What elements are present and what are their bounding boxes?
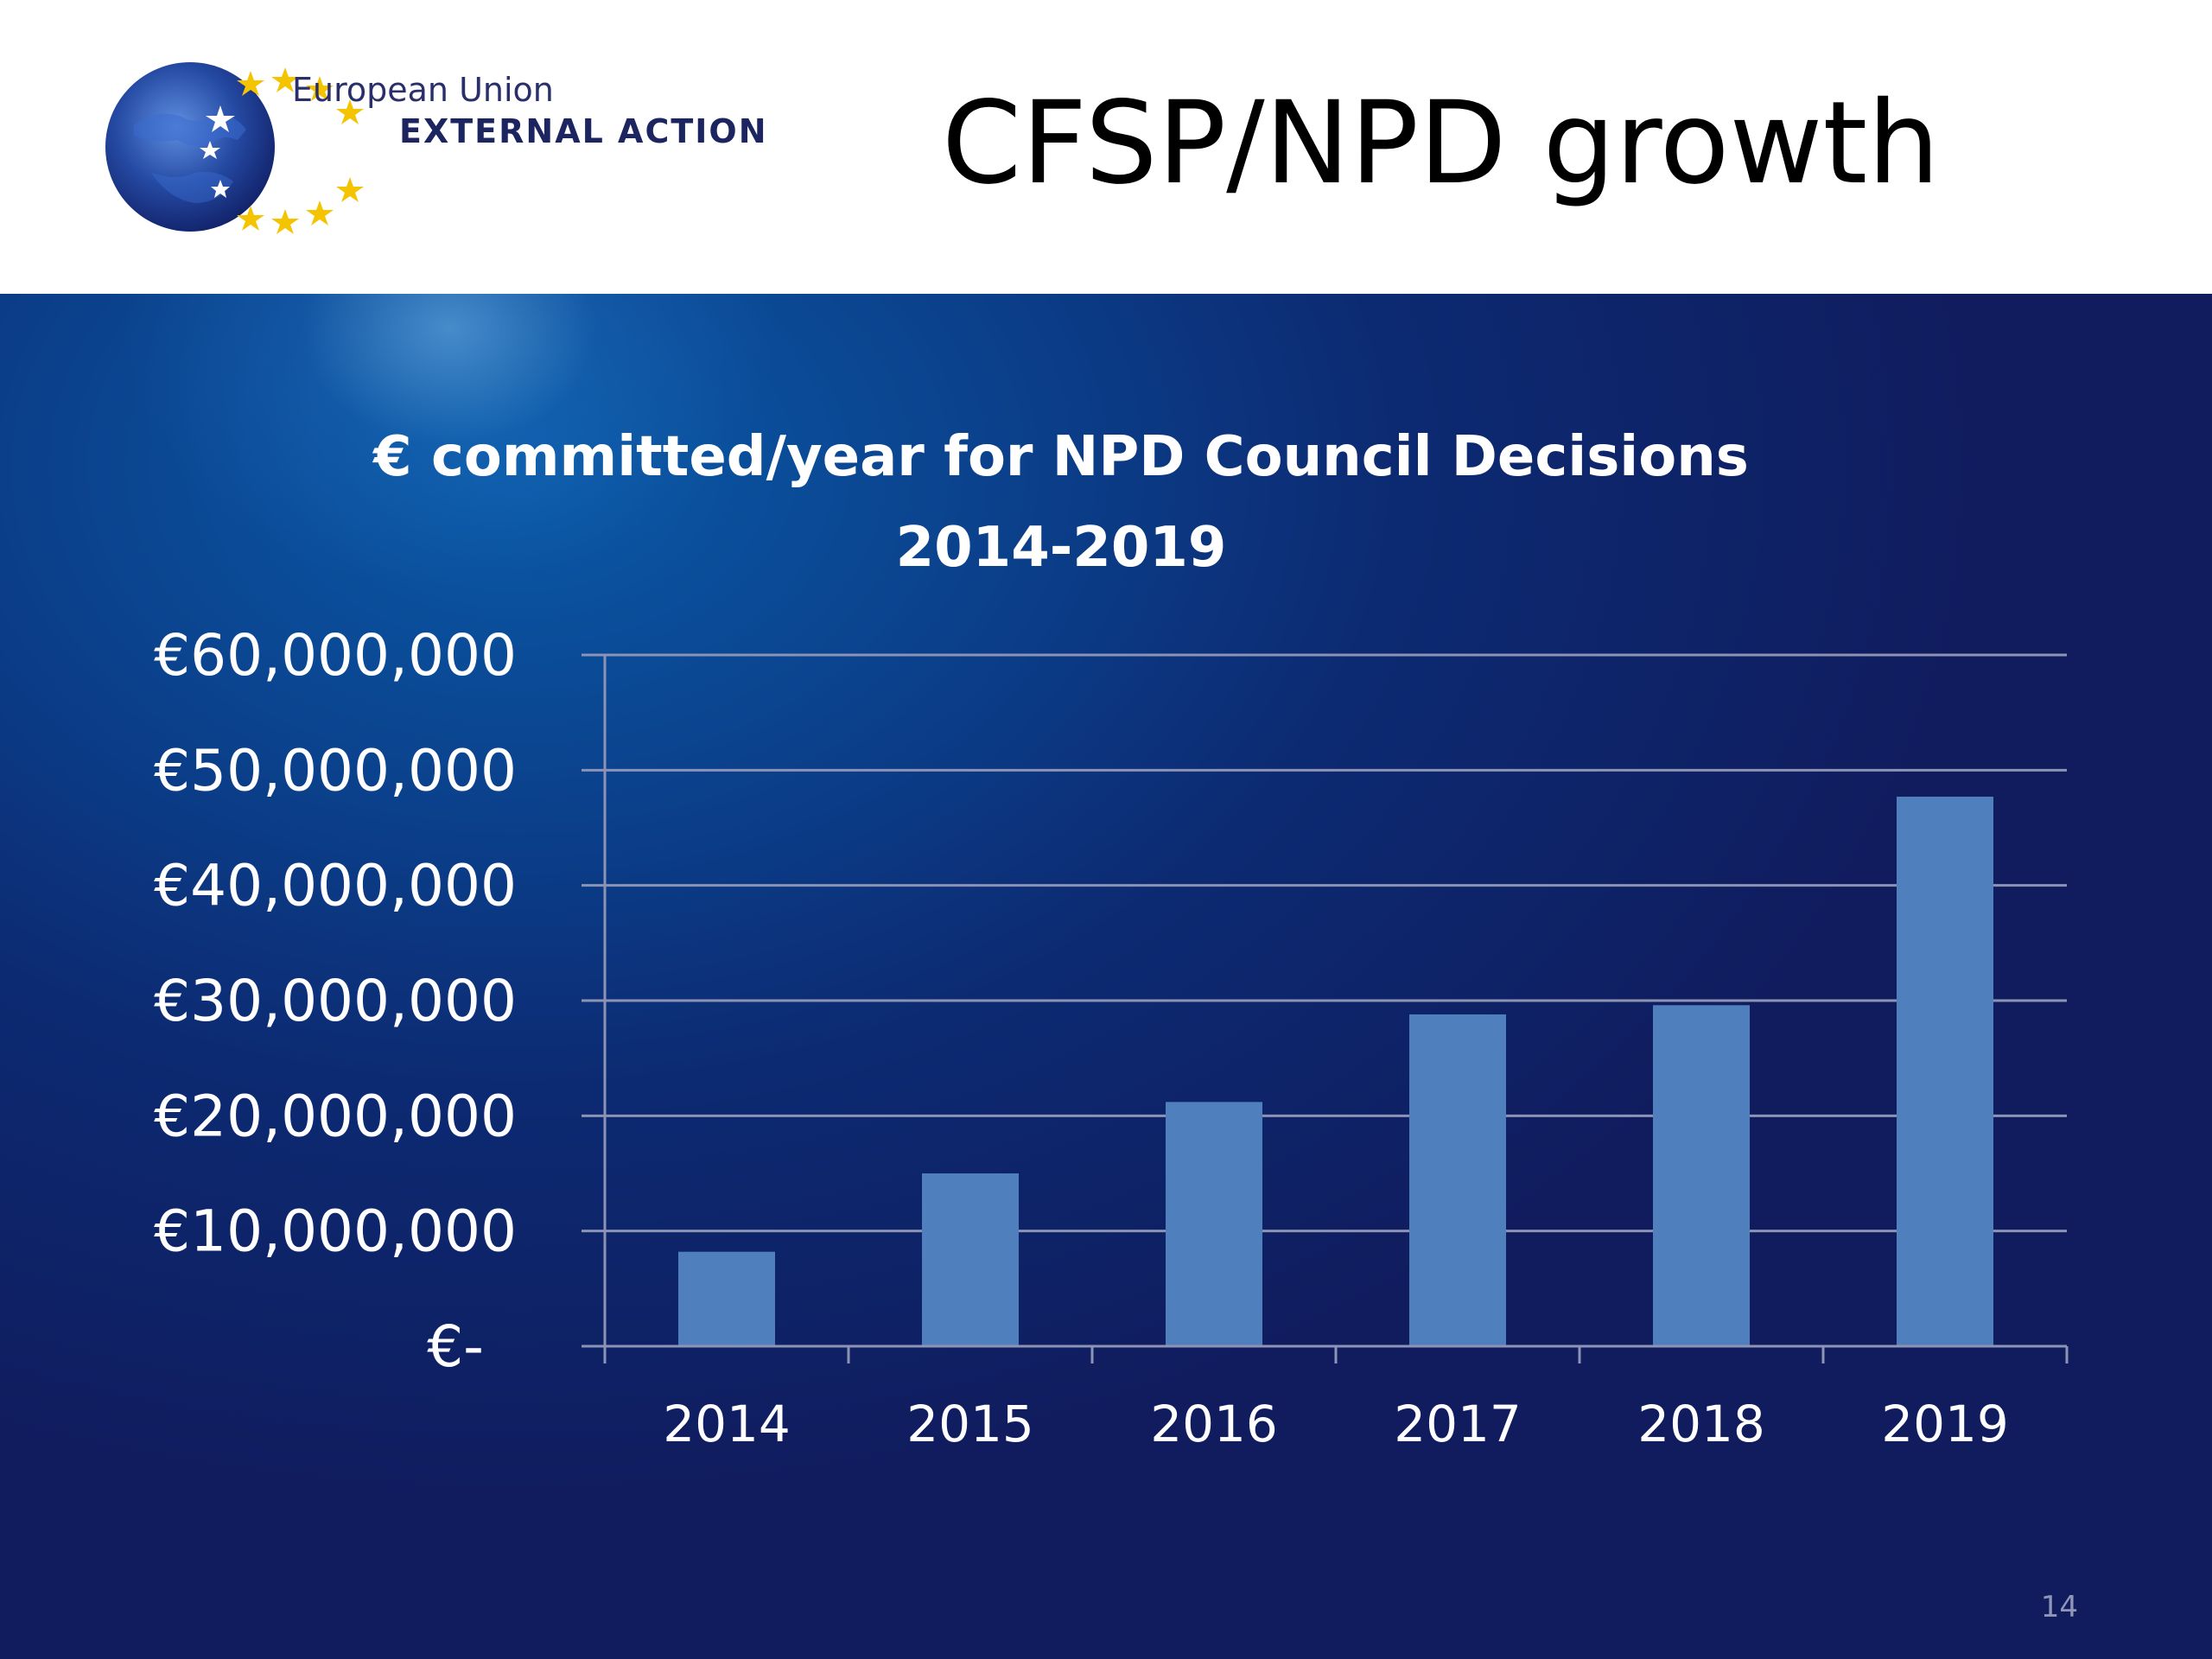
logo-line-external-action: EXTERNAL ACTION xyxy=(399,112,768,150)
y-tick-label: €- xyxy=(427,1313,484,1380)
slide-header: European Union EXTERNAL ACTION CFSP/NPD … xyxy=(0,0,2212,294)
bar-2018 xyxy=(1653,1005,1750,1346)
bar-2014 xyxy=(678,1251,775,1346)
bar-2015 xyxy=(922,1173,1019,1346)
bars xyxy=(678,797,1993,1346)
bar-chart: € committed/year for NPD Council Decisio… xyxy=(154,425,2069,1453)
bar-2019 xyxy=(1897,797,1993,1346)
eu-stars xyxy=(237,67,364,234)
x-tick-label: 2015 xyxy=(906,1395,1034,1453)
y-tick-label: €50,000,000 xyxy=(154,737,517,804)
axes xyxy=(582,655,2069,1363)
x-tick-label: 2019 xyxy=(1881,1395,2009,1453)
x-tick-labels: 2014 2015 2016 2017 2018 2019 xyxy=(663,1395,2009,1453)
y-tick-label: €40,000,000 xyxy=(154,853,517,919)
y-tick-label: €10,000,000 xyxy=(154,1198,517,1265)
x-tick-label: 2017 xyxy=(1394,1395,1522,1453)
x-tick-label: 2014 xyxy=(663,1395,791,1453)
x-tick-label: 2018 xyxy=(1637,1395,1765,1453)
globe-icon xyxy=(105,62,275,232)
y-tick-label: €20,000,000 xyxy=(154,1083,517,1149)
logo-line-european-union: European Union xyxy=(292,71,554,109)
chart-title-line-2: 2014-2019 xyxy=(896,516,1227,580)
eu-external-action-logo xyxy=(105,62,364,234)
y-tick-label: €30,000,000 xyxy=(154,968,517,1034)
gridlines xyxy=(582,653,2067,1233)
bar-2017 xyxy=(1409,1014,1506,1346)
bar-2016 xyxy=(1166,1102,1262,1346)
slide-body: € committed/year for NPD Council Decisio… xyxy=(0,294,2212,1659)
globe-stars xyxy=(200,105,235,198)
y-tick-label: €60,000,000 xyxy=(154,622,517,689)
page-title: CFSP/NPD growth xyxy=(942,77,1940,210)
y-tick-labels: €- €10,000,000 €20,000,000 €30,000,000 €40,0… xyxy=(154,622,517,1380)
chart-title-line-1: € committed/year for NPD Council Decisio… xyxy=(372,425,1749,489)
slide-number: 14 xyxy=(2040,1590,2078,1624)
x-tick-label: 2016 xyxy=(1150,1395,1278,1453)
